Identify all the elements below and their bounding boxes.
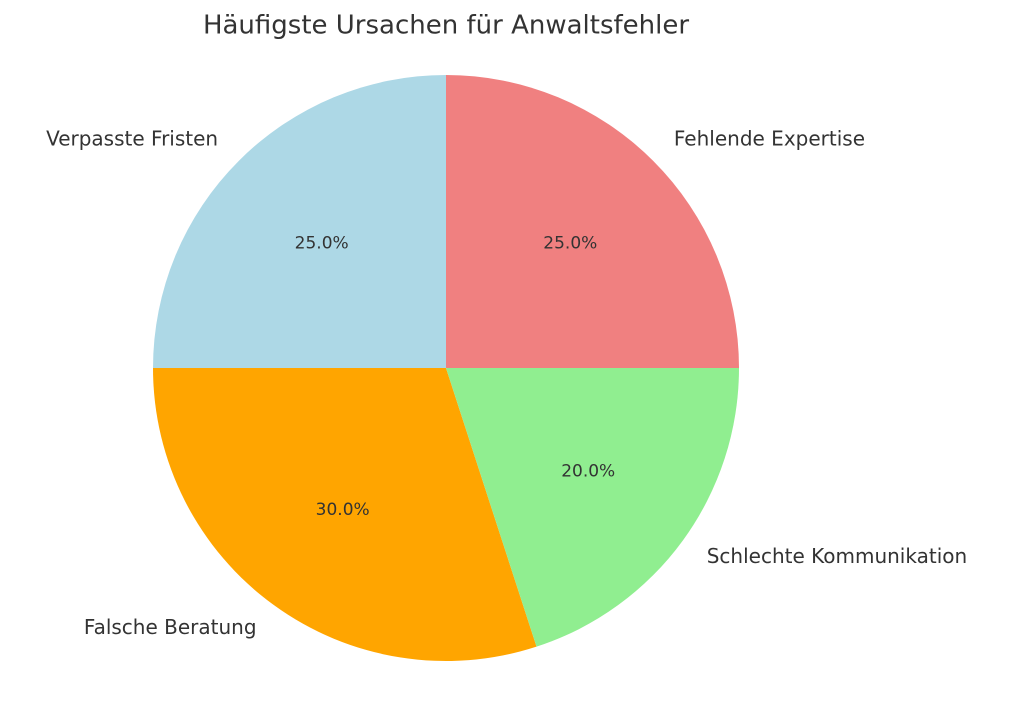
slice-label: Fehlende Expertise <box>674 127 865 151</box>
chart-title: Häufigste Ursachen für Anwaltsfehler <box>203 11 689 41</box>
value-label: 25.0% <box>295 234 349 254</box>
value-label: 30.0% <box>316 500 370 520</box>
pie-slice <box>153 368 537 661</box>
pie-slice <box>153 75 446 368</box>
slice-label: Schlechte Kommunikation <box>707 544 967 568</box>
value-label: 20.0% <box>561 461 615 481</box>
value-label: 25.0% <box>543 234 597 254</box>
slice-label: Falsche Beratung <box>84 615 257 639</box>
pie-slice <box>446 75 739 368</box>
slice-label: Verpasste Fristen <box>46 127 218 151</box>
pie-slice <box>446 368 739 647</box>
